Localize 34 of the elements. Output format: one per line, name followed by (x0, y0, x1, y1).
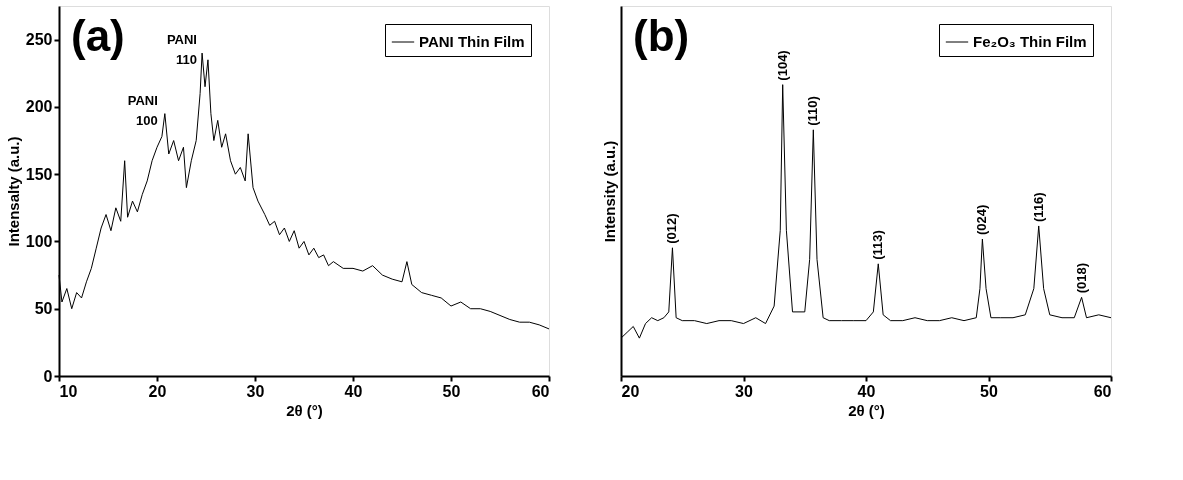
x-tick-label: 20 (148, 382, 167, 400)
y-tick-label: 50 (34, 300, 53, 318)
x-axis-title: 2θ (°) (848, 401, 885, 419)
x-tick-label: 20 (621, 382, 640, 400)
annotation: (a) (71, 11, 125, 60)
x-tick-label: 60 (531, 382, 550, 400)
annotation: (113) (870, 230, 886, 260)
y-tick-label: 150 (25, 165, 53, 183)
annotation: PANI 100 (127, 92, 158, 128)
annotation: PANI 110 (166, 32, 197, 68)
x-tick-label: 50 (980, 382, 998, 400)
y-tick-label: 200 (25, 98, 53, 116)
legend-label: PANI Thin Film (419, 33, 525, 50)
x-tick-label: 40 (857, 382, 876, 400)
y-axis-title: Intensalty (a.u.) (4, 136, 22, 247)
y-tick-label: 0 (43, 367, 53, 385)
x-tick-label: 30 (246, 382, 265, 400)
annotation: (104) (774, 50, 790, 81)
x-tick-label: 10 (59, 382, 78, 400)
annotation: (110) (805, 96, 821, 126)
text: (b) (633, 11, 690, 60)
y-axis-title: Intensity (a.u.) (600, 140, 618, 243)
annotation: (012) (664, 213, 680, 244)
legend-label: Fe₂O₃ Thin Film (973, 33, 1087, 50)
x-axis-title: 2θ (°) (286, 401, 323, 419)
x-tick-label: 40 (344, 382, 363, 400)
annotation: (116) (1030, 192, 1046, 222)
y-tick-label: 250 (25, 31, 53, 49)
annotation: (018) (1073, 262, 1089, 294)
x-tick-label: 50 (442, 382, 461, 400)
x-tick-label: 60 (1093, 382, 1112, 400)
y-tick-label: 100 (25, 232, 53, 250)
annotation: (024) (974, 204, 990, 236)
x-tick-label: 30 (735, 382, 753, 400)
